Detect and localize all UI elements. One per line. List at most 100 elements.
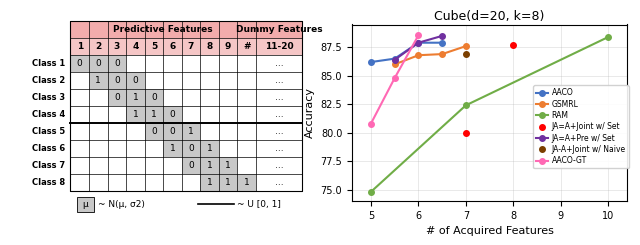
Bar <box>219 123 237 140</box>
Bar <box>108 72 126 89</box>
JA=A+Pre w/ Set <box>391 58 399 61</box>
AACO-GT <box>415 34 422 37</box>
Bar <box>256 89 303 106</box>
Bar <box>219 140 237 157</box>
GSMRL <box>415 54 422 57</box>
Bar <box>70 55 89 72</box>
Bar <box>70 38 302 55</box>
RAM <box>367 190 375 193</box>
Text: 1: 1 <box>225 178 231 187</box>
AACO-GT <box>367 122 375 125</box>
Text: 0: 0 <box>188 161 194 170</box>
AACO-GT <box>391 76 399 79</box>
Text: Class 6: Class 6 <box>33 144 66 153</box>
Bar <box>219 106 237 123</box>
Bar <box>182 174 200 192</box>
Bar <box>182 55 200 72</box>
Bar <box>145 72 163 89</box>
JA=A+Pre w/ Set <box>438 34 446 37</box>
Line: RAM: RAM <box>368 34 611 195</box>
JA=A+Joint w/ Set <box>509 44 517 47</box>
Bar <box>70 89 89 106</box>
Bar <box>163 174 182 192</box>
Text: 0: 0 <box>114 76 120 85</box>
Bar <box>219 174 237 192</box>
Text: 1: 1 <box>132 110 138 119</box>
GSMRL <box>391 63 399 66</box>
Text: 0: 0 <box>114 59 120 68</box>
Text: Class 2: Class 2 <box>33 76 66 85</box>
Text: 8: 8 <box>207 42 212 51</box>
Bar <box>219 55 237 72</box>
Bar <box>108 174 126 192</box>
Bar <box>126 174 145 192</box>
Bar <box>163 55 182 72</box>
Bar <box>182 89 200 106</box>
Text: Class 7: Class 7 <box>33 161 66 170</box>
GSMRL <box>438 53 446 56</box>
Text: Predictive Features: Predictive Features <box>113 25 213 34</box>
Text: 1: 1 <box>151 110 157 119</box>
X-axis label: # of Acquired Features: # of Acquired Features <box>426 226 554 236</box>
Bar <box>182 157 200 174</box>
Text: #: # <box>243 42 250 51</box>
Bar <box>200 89 219 106</box>
Text: 0: 0 <box>188 144 194 153</box>
Bar <box>89 89 108 106</box>
Y-axis label: Accuracy: Accuracy <box>305 87 315 138</box>
Legend: AACO, GSMRL, RAM, JA=A+Joint w/ Set, JA=A+Pre w/ Set, JA-A+Joint w/ Naive, AACO-: AACO, GSMRL, RAM, JA=A+Joint w/ Set, JA=… <box>533 85 629 168</box>
Text: Class 1: Class 1 <box>33 59 66 68</box>
Text: ~ N(μ, σ2): ~ N(μ, σ2) <box>97 199 145 208</box>
Bar <box>256 106 303 123</box>
Bar <box>200 72 219 89</box>
Bar <box>126 123 145 140</box>
Text: Dummy Features: Dummy Features <box>236 25 323 34</box>
Text: 1: 1 <box>207 161 212 170</box>
Text: 1: 1 <box>188 127 194 136</box>
Text: 9: 9 <box>225 42 231 51</box>
RAM <box>604 36 612 38</box>
Bar <box>108 89 126 106</box>
Text: 0: 0 <box>95 59 101 68</box>
Bar <box>126 89 145 106</box>
Text: 0: 0 <box>151 127 157 136</box>
Bar <box>108 140 126 157</box>
Bar <box>200 106 219 123</box>
Bar <box>108 123 126 140</box>
Text: ...: ... <box>275 59 284 68</box>
Bar <box>237 106 256 123</box>
Text: 2: 2 <box>95 42 101 51</box>
Bar <box>145 55 163 72</box>
Bar <box>89 123 108 140</box>
Text: 6: 6 <box>170 42 175 51</box>
Text: 4: 4 <box>132 42 138 51</box>
Text: 1: 1 <box>207 144 212 153</box>
Bar <box>145 89 163 106</box>
Bar <box>163 157 182 174</box>
Text: ...: ... <box>275 76 284 85</box>
Bar <box>219 72 237 89</box>
Text: 1: 1 <box>244 178 250 187</box>
Bar <box>237 157 256 174</box>
Text: 1: 1 <box>170 144 175 153</box>
Bar <box>70 21 302 192</box>
Text: 1: 1 <box>77 42 83 51</box>
Bar <box>237 89 256 106</box>
Text: 0: 0 <box>151 93 157 102</box>
Text: ...: ... <box>275 93 284 102</box>
Bar <box>200 157 219 174</box>
Text: 1: 1 <box>225 161 231 170</box>
Line: AACO: AACO <box>368 40 445 65</box>
Bar <box>200 55 219 72</box>
Text: 1: 1 <box>207 178 212 187</box>
Bar <box>89 140 108 157</box>
Bar <box>126 157 145 174</box>
Bar <box>256 123 303 140</box>
GSMRL <box>462 45 470 48</box>
Bar <box>163 89 182 106</box>
Bar <box>145 106 163 123</box>
Bar <box>182 123 200 140</box>
AACO <box>415 41 422 44</box>
Bar <box>145 123 163 140</box>
Bar <box>77 196 95 212</box>
